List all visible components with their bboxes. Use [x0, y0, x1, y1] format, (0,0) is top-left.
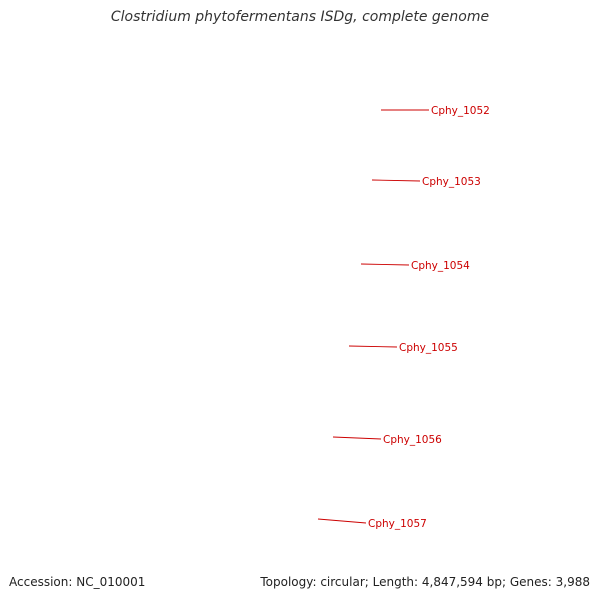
- genes-text: Genes: 3,988: [509, 575, 590, 589]
- length-text: Length: 4,847,594 bp: [372, 575, 502, 589]
- gene-labels: Cphy_1052 Cphy_1053 Cphy_1054 Cphy_1055 Cphy…: [317, 105, 490, 530]
- label-leader: [360, 263, 410, 266]
- map-title: Clostridium phytofermentans ISDg, comple…: [110, 9, 490, 25]
- gene-label[interactable]: Cphy_1057: [368, 518, 427, 530]
- gene-label[interactable]: Cphy_1055: [399, 342, 458, 354]
- gene-label[interactable]: Cphy_1054: [411, 260, 470, 272]
- label-leader: [332, 436, 382, 440]
- gene-label[interactable]: Cphy_1052: [431, 105, 490, 117]
- accession-text: Accession: NC_010001: [9, 575, 146, 589]
- gene-label[interactable]: Cphy_1053: [422, 176, 481, 188]
- label-leader: [371, 179, 421, 182]
- label-leader: [348, 345, 398, 348]
- topology-text: Topology: circular: [260, 575, 365, 589]
- label-leader: [317, 518, 367, 524]
- genome-summary: Topology: circular; Length: 4,847,594 bp…: [260, 575, 590, 589]
- gene-label[interactable]: Cphy_1056: [383, 434, 442, 446]
